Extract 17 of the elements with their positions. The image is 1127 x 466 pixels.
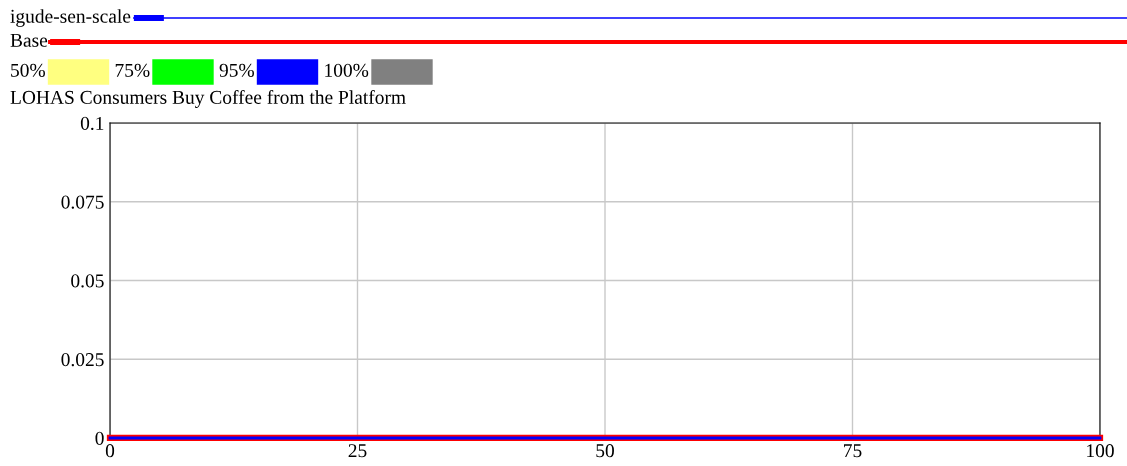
legend-label: 50% (11, 63, 45, 77)
x-tick-label: 75 (844, 444, 862, 458)
x-tick-label: 50 (596, 444, 614, 458)
legend-label: Base (10, 33, 48, 47)
legend-label: 100% (325, 63, 369, 77)
chart-title: LOHAS Consumers Buy Coffee from the Platform (10, 90, 406, 108)
x-tick-label: 25 (348, 444, 367, 458)
y-tick-label: 0.025 (61, 353, 104, 367)
legend-label: 95% (219, 63, 254, 77)
legend-label: 75% (115, 63, 150, 77)
y-tick-label: 0.1 (80, 116, 104, 131)
y-tick-label: 0.075 (61, 195, 104, 209)
y-tick-label: 0 (95, 431, 104, 445)
x-tick-label: 100 (1087, 444, 1114, 458)
y-tick-label: 0.05 (71, 274, 104, 288)
legend-label: igude-sen-scale (10, 9, 131, 27)
x-tick-label: 0 (105, 444, 115, 458)
